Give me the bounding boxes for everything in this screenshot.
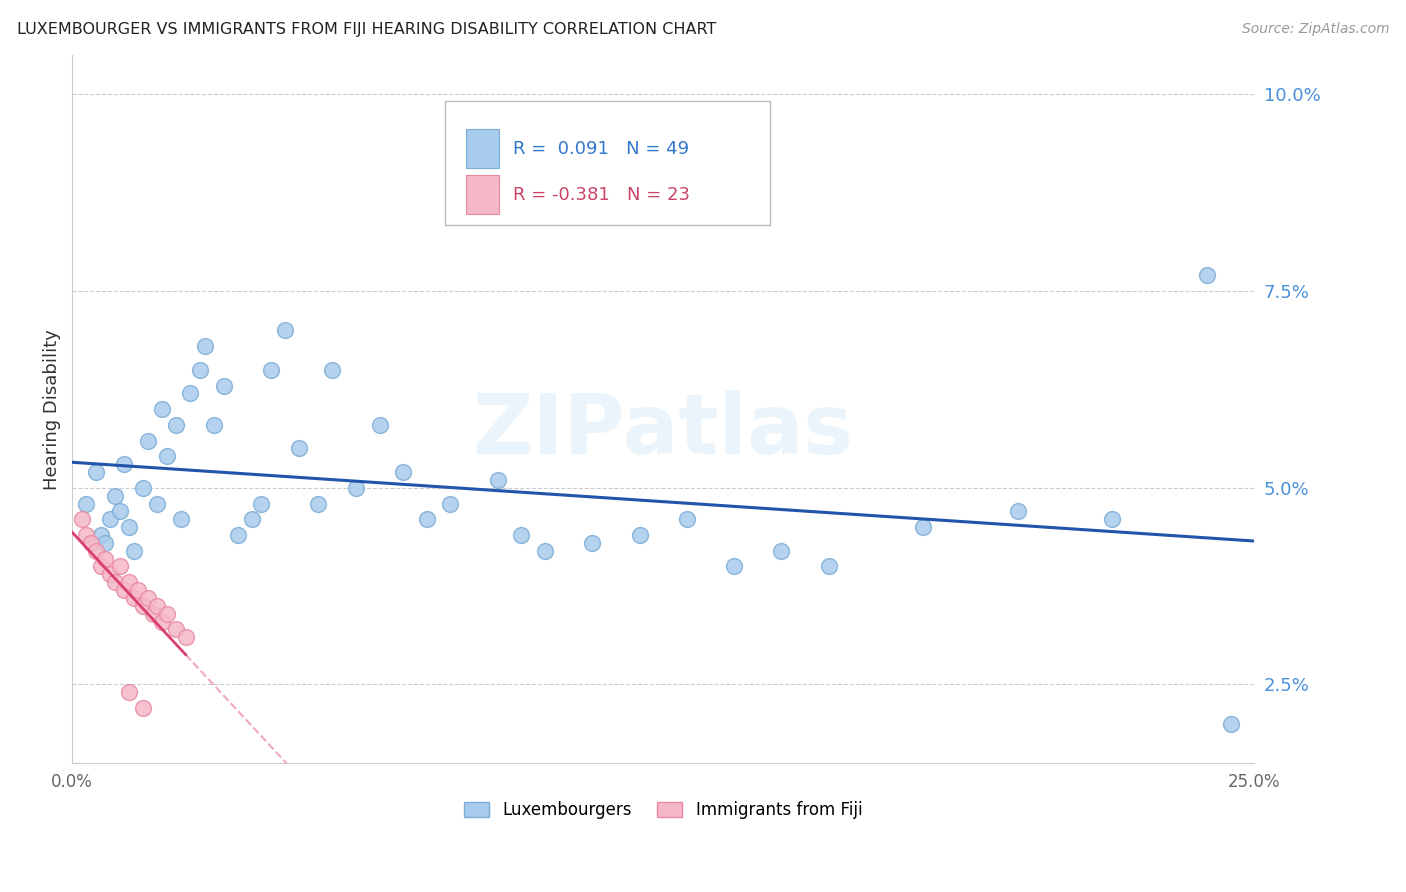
Point bbox=[226, 528, 249, 542]
Point bbox=[104, 489, 127, 503]
Point bbox=[628, 528, 651, 542]
FancyBboxPatch shape bbox=[465, 129, 499, 169]
Point bbox=[439, 496, 461, 510]
Point bbox=[174, 630, 197, 644]
Point bbox=[534, 543, 557, 558]
Point bbox=[1007, 504, 1029, 518]
Point bbox=[912, 520, 935, 534]
Point bbox=[146, 496, 169, 510]
Text: R = -0.381   N = 23: R = -0.381 N = 23 bbox=[513, 186, 690, 204]
Point bbox=[132, 701, 155, 715]
Point bbox=[136, 434, 159, 448]
Point bbox=[170, 512, 193, 526]
Point bbox=[250, 496, 273, 510]
Point bbox=[142, 607, 165, 621]
Point bbox=[127, 583, 149, 598]
Point bbox=[122, 591, 145, 605]
Point bbox=[676, 512, 699, 526]
Point bbox=[194, 339, 217, 353]
Point bbox=[179, 386, 201, 401]
Point bbox=[321, 363, 343, 377]
Point bbox=[80, 536, 103, 550]
Point bbox=[212, 378, 235, 392]
Point bbox=[156, 450, 179, 464]
Point bbox=[188, 363, 211, 377]
Text: R =  0.091   N = 49: R = 0.091 N = 49 bbox=[513, 140, 689, 158]
Point bbox=[581, 536, 603, 550]
Point bbox=[136, 591, 159, 605]
Point bbox=[392, 465, 415, 479]
Text: Source: ZipAtlas.com: Source: ZipAtlas.com bbox=[1241, 22, 1389, 37]
Point bbox=[84, 465, 107, 479]
Y-axis label: Hearing Disability: Hearing Disability bbox=[44, 328, 60, 490]
Point bbox=[307, 496, 329, 510]
Point bbox=[165, 417, 187, 432]
Point bbox=[1101, 512, 1123, 526]
Point bbox=[118, 520, 141, 534]
Point bbox=[150, 615, 173, 629]
Point bbox=[723, 559, 745, 574]
Point bbox=[90, 559, 112, 574]
Point bbox=[1219, 716, 1241, 731]
Point bbox=[104, 575, 127, 590]
Text: ZIPatlas: ZIPatlas bbox=[472, 390, 853, 471]
Point bbox=[770, 543, 793, 558]
Point bbox=[146, 599, 169, 613]
Point bbox=[486, 473, 509, 487]
FancyBboxPatch shape bbox=[444, 101, 769, 225]
Point bbox=[165, 623, 187, 637]
Point bbox=[84, 543, 107, 558]
Point bbox=[98, 512, 121, 526]
Point bbox=[75, 496, 97, 510]
Point bbox=[344, 481, 367, 495]
Point bbox=[94, 551, 117, 566]
Point bbox=[202, 417, 225, 432]
Point bbox=[1195, 268, 1218, 283]
Point bbox=[122, 543, 145, 558]
Point bbox=[274, 323, 297, 337]
Point bbox=[368, 417, 391, 432]
Point bbox=[108, 504, 131, 518]
Point bbox=[817, 559, 839, 574]
Legend: Luxembourgers, Immigrants from Fiji: Luxembourgers, Immigrants from Fiji bbox=[458, 794, 869, 826]
Point bbox=[112, 457, 135, 471]
FancyBboxPatch shape bbox=[465, 176, 499, 214]
Point bbox=[90, 528, 112, 542]
Point bbox=[118, 685, 141, 699]
Point bbox=[132, 599, 155, 613]
Point bbox=[240, 512, 263, 526]
Point bbox=[70, 512, 93, 526]
Point bbox=[75, 528, 97, 542]
Point bbox=[156, 607, 179, 621]
Point bbox=[112, 583, 135, 598]
Point bbox=[132, 481, 155, 495]
Point bbox=[510, 528, 533, 542]
Point bbox=[260, 363, 283, 377]
Point bbox=[288, 442, 311, 456]
Point bbox=[416, 512, 439, 526]
Point bbox=[118, 575, 141, 590]
Point bbox=[98, 567, 121, 582]
Text: LUXEMBOURGER VS IMMIGRANTS FROM FIJI HEARING DISABILITY CORRELATION CHART: LUXEMBOURGER VS IMMIGRANTS FROM FIJI HEA… bbox=[17, 22, 716, 37]
Point bbox=[150, 402, 173, 417]
Point bbox=[94, 536, 117, 550]
Point bbox=[108, 559, 131, 574]
